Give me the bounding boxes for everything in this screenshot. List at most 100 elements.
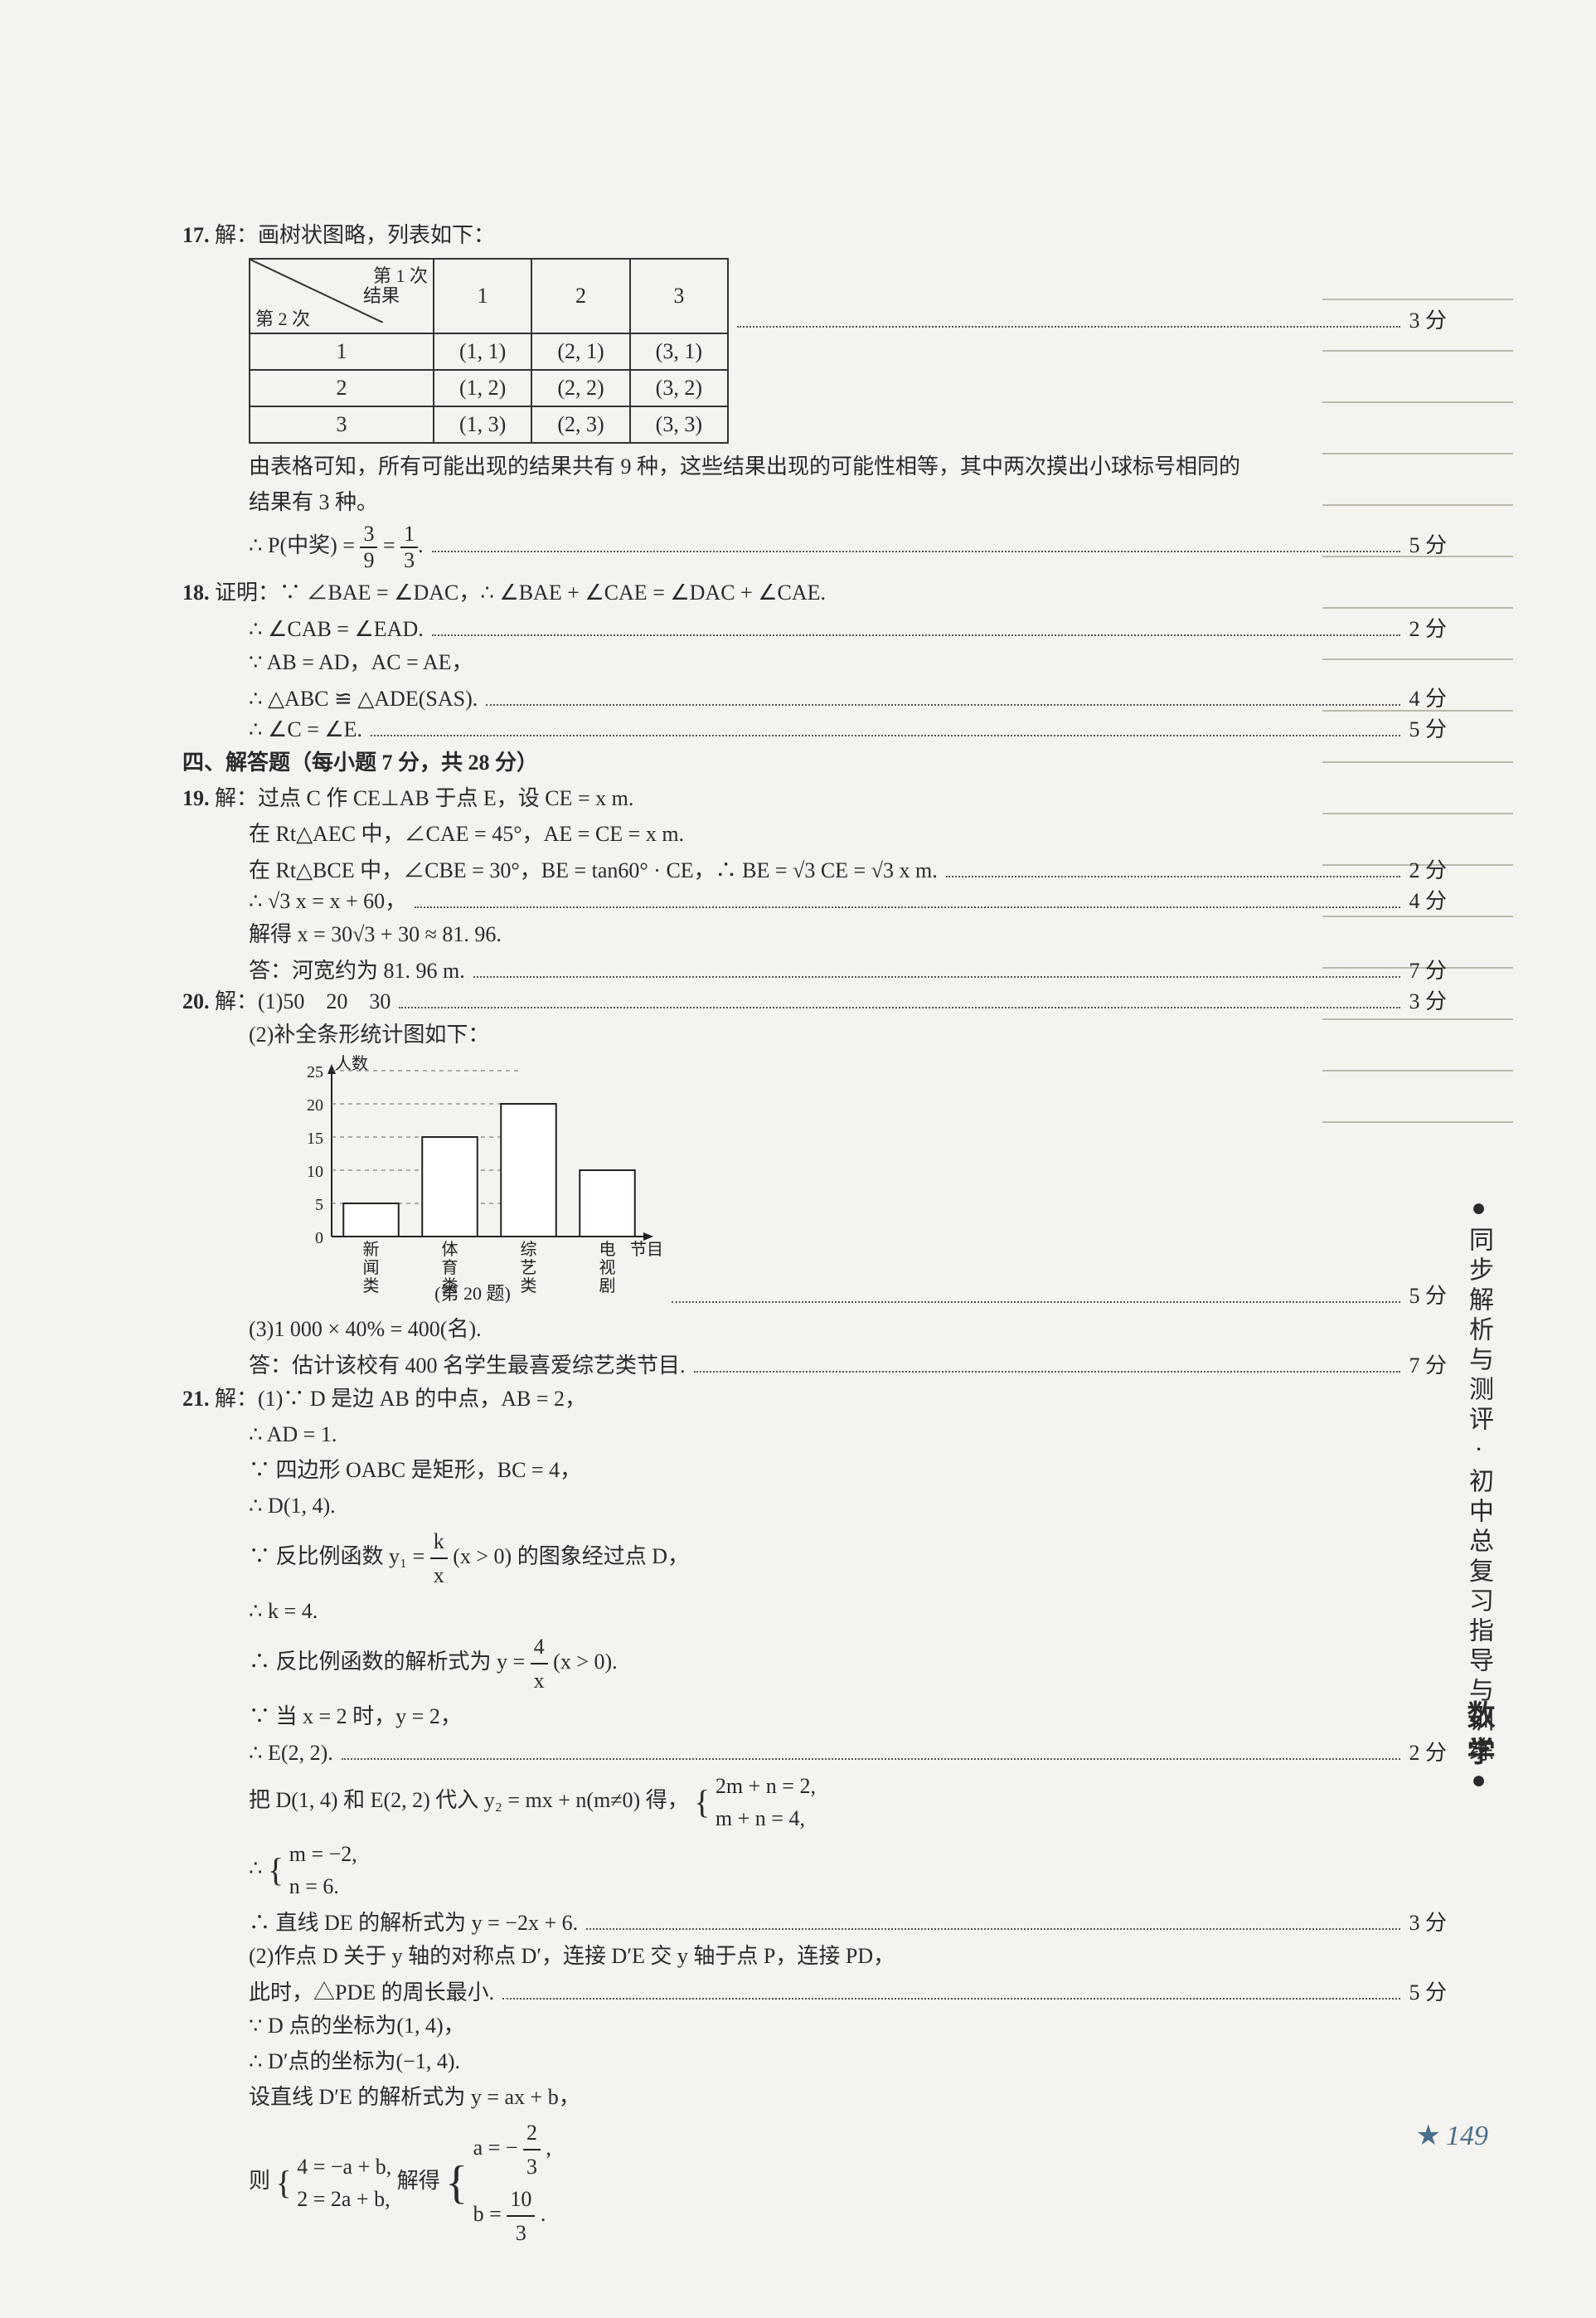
sol: , <box>546 2136 552 2160</box>
q19-l3: 在 Rt△BCE 中，∠CBE = 30°，BE = tan60° · CE，∴… <box>249 853 938 884</box>
svg-text:人数: 人数 <box>335 1054 368 1073</box>
score: 5 分 <box>1409 712 1447 743</box>
frac-n: k <box>430 1525 448 1559</box>
q20-l3: (3)1 000 × 40% = 400(名). <box>249 1313 1447 1345</box>
table-col: 1 <box>434 259 531 333</box>
svg-text:0: 0 <box>315 1229 323 1247</box>
q19-l1: 解：过点 C 作 CE⊥AB 于点 E，设 CE = x m. <box>215 786 633 810</box>
svg-text:视: 视 <box>599 1258 616 1277</box>
table-cell: (2, 3) <box>531 406 629 443</box>
q19-l4: ∴ √3 x = x + 60， <box>249 884 406 915</box>
q20-number: 20. <box>182 989 210 1013</box>
q21-l11a: ∴ <box>249 1856 268 1880</box>
q19-l6: 答：河宽约为 81. 96 m. <box>249 954 465 984</box>
svg-text:育: 育 <box>442 1258 458 1277</box>
q21-l17: 设直线 D′E 的解析式为 y = ax + b， <box>249 2081 1447 2113</box>
sol: a = − <box>473 2136 518 2160</box>
svg-text:20: 20 <box>307 1096 323 1115</box>
sys: m + n = 4, <box>716 1802 816 1834</box>
table-cell: (2, 1) <box>531 333 629 370</box>
table-cell: (3, 2) <box>630 370 728 406</box>
q19-number: 19. <box>182 786 210 810</box>
score: 2 分 <box>1409 853 1447 884</box>
table-row-h: 2 <box>250 370 434 406</box>
q20-l4: 答：估计该校有 400 名学生最喜爱综艺类节目. <box>249 1349 686 1379</box>
q17-intro: 解：画树状图略，列表如下： <box>215 223 495 247</box>
svg-text:闻: 闻 <box>363 1258 380 1277</box>
q21-l10a: 把 D(1, 4) 和 E(2, 2) 代入 y₂ = mx + n(m≠0) … <box>249 1788 689 1812</box>
q17-explain1: 由表格可知，所有可能出现的结果共有 9 种，这些结果出现的可能性相等，其中两次摸… <box>249 450 1447 483</box>
q21-l5a: ∵ 反比例函数 y₁ = <box>249 1544 430 1568</box>
q17-explain2: 结果有 3 种。 <box>249 486 1447 518</box>
q21-l1: 解：(1)∵ D 是边 AB 的中点，AB = 2， <box>215 1387 586 1411</box>
sys: 2m + n = 2, <box>716 1770 816 1802</box>
table-col-hdr-bottom: 结果 <box>363 281 400 308</box>
svg-text:新: 新 <box>363 1240 380 1259</box>
table-row-h: 3 <box>250 406 434 443</box>
table-col: 3 <box>630 259 728 333</box>
table-cell: (3, 3) <box>630 406 728 443</box>
q19-l2: 在 Rt△AEC 中，∠CAE = 45°，AE = CE = x m. <box>249 818 1447 850</box>
frac-d: 3 <box>507 2217 535 2249</box>
score: 7 分 <box>1409 954 1447 984</box>
sol: b = <box>473 2202 507 2226</box>
frac-d: 3 <box>400 548 418 573</box>
q18-l2: ∴ ∠CAB = ∠EAD. <box>249 617 424 642</box>
page-content: 17. 解：画树状图略，列表如下： 第 1 次 结果 第 2 次 1 2 3 1 <box>0 0 1596 2302</box>
svg-text:类: 类 <box>521 1276 537 1295</box>
svg-text:15: 15 <box>307 1130 323 1148</box>
sol: . <box>541 2202 546 2226</box>
score: 7 分 <box>1409 1349 1447 1379</box>
svg-text:25: 25 <box>307 1063 323 1081</box>
q18-number: 18. <box>182 581 210 605</box>
score: 2 分 <box>1409 1736 1447 1766</box>
table-col: 2 <box>531 259 629 333</box>
q21-l15: ∵ D 点的坐标为(1, 4)， <box>249 2009 1447 2042</box>
q21-l12: ∴ 直线 DE 的解析式为 y = −2x + 6. <box>249 1906 578 1937</box>
table-cell: (1, 2) <box>434 370 531 406</box>
q20-l2: (2)补全条形统计图如下： <box>249 1018 1447 1051</box>
sidebar-subject: 数学 <box>1458 1700 1498 1773</box>
frac-n: 2 <box>523 2116 541 2150</box>
q21-l16: ∴ D′点的坐标为(−1, 4). <box>249 2045 1447 2077</box>
frac-n: 1 <box>400 522 418 548</box>
svg-text:艺: 艺 <box>521 1258 537 1277</box>
page-number: 149 <box>1416 2119 1488 2152</box>
table-cell: (3, 1) <box>630 333 728 370</box>
q21-l6: ∴ k = 4. <box>249 1595 1447 1627</box>
q21-l13: (2)作点 D 关于 y 轴的对称点 D′，连接 D′E 交 y 轴于点 P，连… <box>249 1940 1447 1972</box>
q18-l5: ∴ ∠C = ∠E. <box>249 717 362 742</box>
frac-d: 3 <box>523 2150 541 2183</box>
q21-l4: ∴ D(1, 4). <box>249 1489 1447 1522</box>
q21-l14: 此时，△PDE 的周长最小. <box>249 1975 494 2006</box>
eq: = <box>383 533 400 557</box>
frac-d: x <box>531 1664 548 1697</box>
q21-l7a: ∴ 反比例函数的解析式为 y = <box>249 1650 531 1674</box>
q18-l3: ∵ AB = AD，AC = AE， <box>249 646 1447 678</box>
score: 3 分 <box>1409 1906 1447 1937</box>
score: 5 分 <box>1409 1975 1447 2006</box>
q18-l1: 证明：∵ ∠BAE = ∠DAC，∴ ∠BAE + ∠CAE = ∠DAC + … <box>215 581 826 605</box>
sys: 4 = −a + b, <box>297 2150 391 2183</box>
svg-text:(第 20 题): (第 20 题) <box>434 1283 511 1303</box>
sys: m = −2, <box>289 1838 357 1870</box>
q21-l5b: (x > 0) 的图象经过点 D， <box>453 1544 689 1568</box>
q17-prob-prefix: ∴ P(中奖) = <box>249 533 360 557</box>
frac-n: 10 <box>507 2183 535 2217</box>
sys: n = 6. <box>289 1870 357 1903</box>
q21-l2: ∴ AD = 1. <box>249 1418 1447 1451</box>
q17-table-score: 3 分 <box>1409 304 1447 334</box>
table-cell: (1, 3) <box>434 406 531 443</box>
q21-l3: ∵ 四边形 OABC 是矩形，BC = 4， <box>249 1454 1447 1486</box>
q21-l9: ∴ E(2, 2). <box>249 1741 333 1766</box>
table-cell: (2, 2) <box>531 370 629 406</box>
q21-l18a: 则 <box>249 2169 270 2193</box>
q20-bar-chart: 0510152025人数新闻类体育类综艺类电视剧节目类别(第 20 题) <box>282 1054 663 1303</box>
q17-number: 17. <box>182 223 210 247</box>
score: 4 分 <box>1409 682 1447 712</box>
svg-text:节目类别: 节目类别 <box>630 1240 663 1259</box>
table-row-hdr: 第 2 次 <box>255 304 310 331</box>
q21-l18b: 解得 <box>397 2169 440 2193</box>
svg-text:电: 电 <box>599 1240 616 1259</box>
q17-table: 第 1 次 结果 第 2 次 1 2 3 1 (1, 1) (2, 1) (3,… <box>249 258 729 444</box>
